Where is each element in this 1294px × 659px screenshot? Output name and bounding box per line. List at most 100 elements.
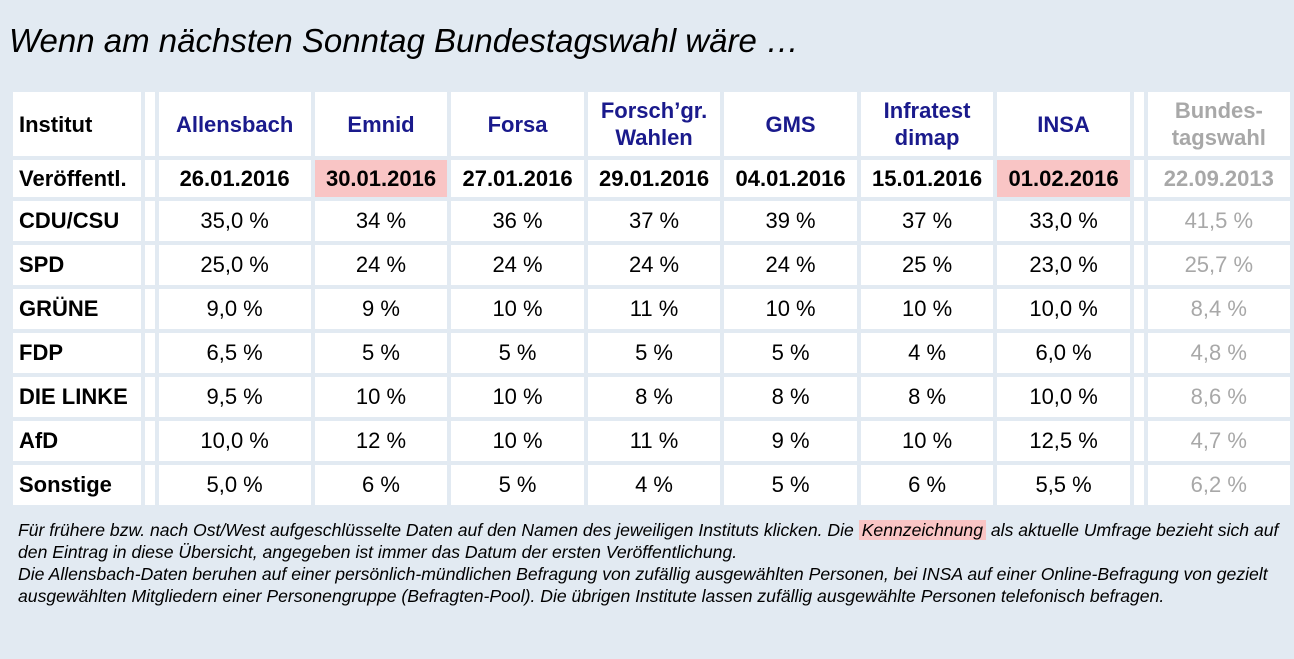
footnote: Für frühere bzw. nach Ost/West aufgeschl… [18,519,1280,607]
date-cell-election: 22.09.2013 [1147,160,1290,197]
poll-value: 4 % [587,465,721,505]
poll-value: 8 % [860,377,994,417]
institute-link-allensbach[interactable]: Allensbach [158,92,311,156]
election-value: 4,8 % [1147,333,1290,373]
poll-value: 9,5 % [158,377,311,417]
date-cell-emnid-highlighted: 30.01.2016 [314,160,448,197]
party-row-die-linke: DIE LINKE 9,5 % 10 % 10 % 8 % 8 % 8 % 10… [13,377,1290,417]
column-spacer [144,421,155,461]
date-cell-forschungsgruppe-wahlen: 29.01.2016 [587,160,721,197]
poll-value: 10 % [314,377,448,417]
poll-value: 39 % [724,201,857,241]
institute-link-infratest-dimap[interactable]: Infratest dimap [860,92,994,156]
column-spacer [144,289,155,329]
poll-value: 5,5 % [997,465,1130,505]
poll-value: 11 % [587,289,721,329]
poll-value: 35,0 % [158,201,311,241]
column-spacer [1133,201,1144,241]
row-header-institut: Institut [13,92,141,156]
institute-link-forschungsgruppe-wahlen[interactable]: Forsch’gr. Wahlen [587,92,721,156]
column-spacer [144,245,155,285]
column-spacer [1133,377,1144,417]
publication-date-row: Veröffentl. 26.01.2016 30.01.2016 27.01.… [13,160,1290,197]
date-cell-gms: 04.01.2016 [724,160,857,197]
party-name: GRÜNE [13,289,141,329]
poll-value: 9,0 % [158,289,311,329]
page-title: Wenn am nächsten Sonntag Bundestagswahl … [9,22,800,59]
column-spacer [1133,289,1144,329]
election-value: 6,2 % [1147,465,1290,505]
poll-value: 25 % [860,245,994,285]
poll-value: 5 % [314,333,448,373]
poll-value: 10,0 % [158,421,311,461]
highlight-legend-marker: Kennzeichnung [858,520,986,540]
poll-value: 10,0 % [997,289,1130,329]
poll-value: 24 % [587,245,721,285]
column-spacer [144,201,155,241]
column-spacer [1133,421,1144,461]
poll-value: 6 % [860,465,994,505]
poll-value: 24 % [314,245,448,285]
election-value: 8,6 % [1147,377,1290,417]
party-name: DIE LINKE [13,377,141,417]
poll-table: Institut Allensbach Emnid Forsa Forsch’g… [9,88,1294,509]
institute-link-insa[interactable]: INSA [997,92,1130,156]
institute-link-gms[interactable]: GMS [724,92,857,156]
election-value: 8,4 % [1147,289,1290,329]
party-row-cdu-csu: CDU/CSU 35,0 % 34 % 36 % 37 % 39 % 37 % … [13,201,1290,241]
party-name: AfD [13,421,141,461]
poll-value: 11 % [587,421,721,461]
column-spacer [1133,465,1144,505]
poll-value: 24 % [724,245,857,285]
poll-value: 24 % [451,245,584,285]
poll-value: 10 % [724,289,857,329]
party-name: FDP [13,333,141,373]
poll-value: 37 % [587,201,721,241]
poll-value: 34 % [314,201,448,241]
row-header-published: Veröffentl. [13,160,141,197]
election-value: 25,7 % [1147,245,1290,285]
column-spacer [144,377,155,417]
poll-value: 23,0 % [997,245,1130,285]
election-value: 4,7 % [1147,421,1290,461]
poll-value: 36 % [451,201,584,241]
poll-value: 10,0 % [997,377,1130,417]
party-name: CDU/CSU [13,201,141,241]
poll-value: 9 % [724,421,857,461]
poll-value: 5 % [587,333,721,373]
column-spacer [1133,160,1144,197]
party-row-fdp: FDP 6,5 % 5 % 5 % 5 % 5 % 4 % 6,0 % 4,8 … [13,333,1290,373]
poll-value: 10 % [451,377,584,417]
footnote-paragraph-2: Die Allensbach-Daten beruhen auf einer p… [18,564,1268,606]
poll-value: 6 % [314,465,448,505]
footnote-text: Für frühere bzw. nach Ost/West aufgeschl… [18,520,859,540]
column-spacer [1133,333,1144,373]
party-row-spd: SPD 25,0 % 24 % 24 % 24 % 24 % 25 % 23,0… [13,245,1290,285]
footnote-text: als aktuelle Umfrage bezieht sich auf de… [18,520,1279,562]
poll-value: 6,5 % [158,333,311,373]
institute-link-emnid[interactable]: Emnid [314,92,448,156]
column-spacer [1133,92,1144,156]
institute-header-row: Institut Allensbach Emnid Forsa Forsch’g… [13,92,1290,156]
party-row-gruene: GRÜNE 9,0 % 9 % 10 % 11 % 10 % 10 % 10,0… [13,289,1290,329]
institute-link-forsa[interactable]: Forsa [451,92,584,156]
column-spacer [144,92,155,156]
column-spacer [144,160,155,197]
party-name: SPD [13,245,141,285]
poll-value: 9 % [314,289,448,329]
poll-value: 37 % [860,201,994,241]
poll-value: 5 % [451,465,584,505]
footnote-paragraph-1: Für frühere bzw. nach Ost/West aufgeschl… [18,519,1280,563]
column-spacer [144,333,155,373]
poll-value: 6,0 % [997,333,1130,373]
poll-value: 10 % [451,289,584,329]
date-cell-infratest-dimap: 15.01.2016 [860,160,994,197]
party-row-afd: AfD 10,0 % 12 % 10 % 11 % 9 % 10 % 12,5 … [13,421,1290,461]
column-spacer [144,465,155,505]
date-cell-forsa: 27.01.2016 [451,160,584,197]
poll-value: 8 % [724,377,857,417]
election-value: 41,5 % [1147,201,1290,241]
poll-value: 5 % [724,465,857,505]
poll-value: 5 % [451,333,584,373]
poll-value: 12,5 % [997,421,1130,461]
